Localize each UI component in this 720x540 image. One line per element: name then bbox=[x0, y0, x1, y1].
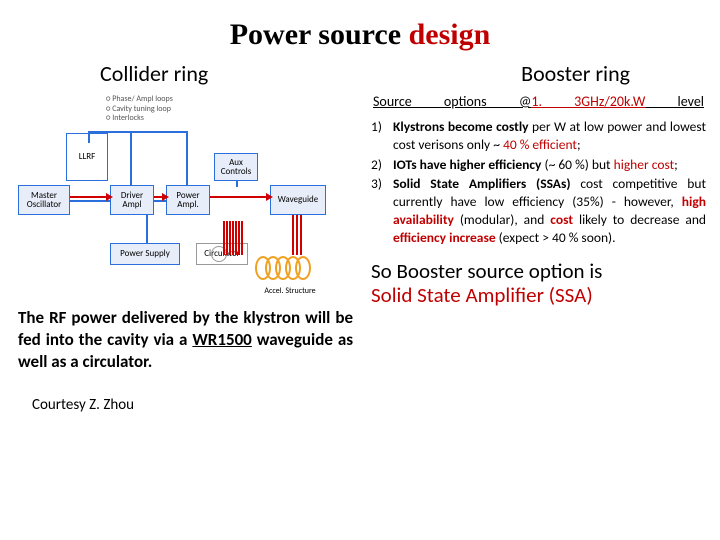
conn-line bbox=[146, 215, 148, 243]
conclusion: So Booster source option is Solid State … bbox=[371, 249, 706, 309]
item-hl: cost bbox=[550, 211, 573, 228]
box-waveguide: Waveguide bbox=[270, 185, 326, 215]
arrow-icon bbox=[266, 193, 273, 201]
box-power: Power Ampl. bbox=[166, 185, 210, 215]
item-hl: efficiency increase bbox=[393, 229, 496, 246]
box-llrf: LLRF bbox=[66, 133, 108, 181]
item-text: ; bbox=[674, 156, 678, 173]
item-bold: IOTs have higher efficiency bbox=[393, 156, 541, 173]
source-hl: 1. 3GHz/20k.W bbox=[531, 93, 645, 110]
conn-line bbox=[130, 131, 132, 185]
signal-line bbox=[296, 215, 298, 255]
courtesy-line: Courtesy Z. Zhou bbox=[18, 372, 353, 414]
title-plain: Power source bbox=[230, 18, 409, 51]
source-pre: Source options @ bbox=[373, 93, 531, 110]
subtitle-left: Collider ring bbox=[100, 60, 208, 87]
conn-line bbox=[88, 133, 90, 143]
item-text: (expect > 40 % soon). bbox=[496, 229, 616, 246]
left-caption: The RF power delivered by the klystron w… bbox=[18, 301, 353, 372]
subtitle-right: Booster ring bbox=[521, 60, 630, 87]
source-post: level bbox=[645, 93, 704, 110]
list-item: Solid State Amplifiers (SSAs) cost compe… bbox=[393, 175, 706, 246]
subtitles: Collider ring Booster ring bbox=[0, 52, 720, 87]
arrow-icon bbox=[106, 193, 113, 201]
signal-line bbox=[210, 196, 270, 198]
box-aux: Aux Controls bbox=[214, 153, 258, 181]
right-column: Source options @1. 3GHz/20k.W level Klys… bbox=[371, 93, 706, 414]
item-text: (~ 60 %) but bbox=[541, 156, 613, 173]
item-hl: higher cost bbox=[614, 156, 674, 173]
box-master: Master Oscillator bbox=[18, 185, 70, 215]
conclusion-line1: So Booster source option is bbox=[371, 258, 602, 284]
conn-line bbox=[236, 181, 238, 187]
page-title: Power source design bbox=[0, 0, 720, 52]
accel-coil-icon bbox=[255, 253, 313, 283]
box-accel: Accel. Structure bbox=[254, 283, 326, 299]
list-item: Klystrons become costly per W at low pow… bbox=[393, 118, 706, 154]
block-diagram: ○ Phase/ Ampl loops ○ Cavity tuning loop… bbox=[18, 93, 353, 301]
left-column: ○ Phase/ Ampl loops ○ Cavity tuning loop… bbox=[18, 93, 353, 414]
diagram-bullets: ○ Phase/ Ampl loops ○ Cavity tuning loop… bbox=[106, 95, 173, 124]
item-bold: Klystrons become costly bbox=[393, 118, 529, 135]
box-supply: Power Supply bbox=[110, 243, 180, 265]
item-text: likely to decrease and bbox=[573, 211, 706, 228]
item-bold: Solid State Amplifiers (SSAs) bbox=[393, 175, 571, 192]
conn-line bbox=[88, 131, 188, 133]
item-hl: 40 % efficient bbox=[503, 136, 577, 153]
multi-signal bbox=[223, 221, 247, 255]
item-text: (modular), and bbox=[454, 211, 550, 228]
bullet-interlocks: ○ Interlocks bbox=[106, 114, 173, 124]
title-highlight: design bbox=[409, 18, 491, 51]
signal-line bbox=[292, 215, 294, 255]
box-driver: Driver Ampl bbox=[110, 185, 154, 215]
caption-underline: WR1500 bbox=[192, 329, 251, 350]
conn-line bbox=[186, 131, 188, 185]
options-list: Klystrons become costly per W at low pow… bbox=[371, 118, 706, 247]
signal-line bbox=[300, 215, 302, 255]
arrow-icon bbox=[162, 193, 169, 201]
item-text: ; bbox=[577, 136, 581, 153]
source-options-line: Source options @1. 3GHz/20k.W level bbox=[371, 93, 706, 118]
conn-line bbox=[70, 200, 110, 202]
conclusion-line2: Solid State Amplifier (SSA) bbox=[371, 282, 593, 308]
signal-line bbox=[70, 196, 110, 198]
list-item: IOTs have higher efficiency (~ 60 %) but… bbox=[393, 156, 706, 174]
